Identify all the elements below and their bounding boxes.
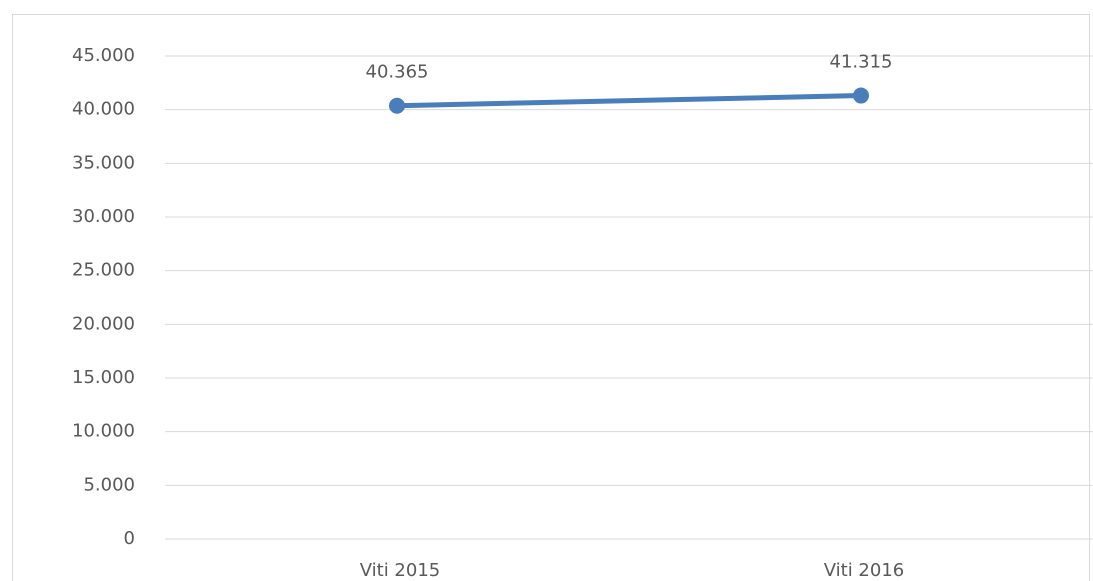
line — [394, 93, 864, 109]
x-tick-label: Viti 2016 — [824, 560, 905, 581]
y-tick-label: 45.000 — [72, 45, 135, 66]
x-tick-label: Viti 2015 — [360, 560, 441, 581]
y-tick-label: 5.000 — [83, 474, 135, 495]
y-tick-label: 30.000 — [72, 206, 135, 227]
y-tick-label: 40.000 — [72, 99, 135, 120]
y-tick-label: 25.000 — [72, 260, 135, 281]
data-label: 40.365 — [366, 62, 429, 83]
y-tick-label: 20.000 — [72, 313, 135, 334]
y-tick-label: 15.000 — [72, 367, 135, 388]
chart-frame — [12, 14, 1090, 581]
data-label: 41.315 — [830, 52, 893, 73]
y-tick-label: 0 — [124, 528, 135, 549]
y-tick-label: 10.000 — [72, 421, 135, 442]
y-tick-label: 35.000 — [72, 152, 135, 173]
marker — [853, 87, 869, 104]
marker — [389, 97, 405, 114]
